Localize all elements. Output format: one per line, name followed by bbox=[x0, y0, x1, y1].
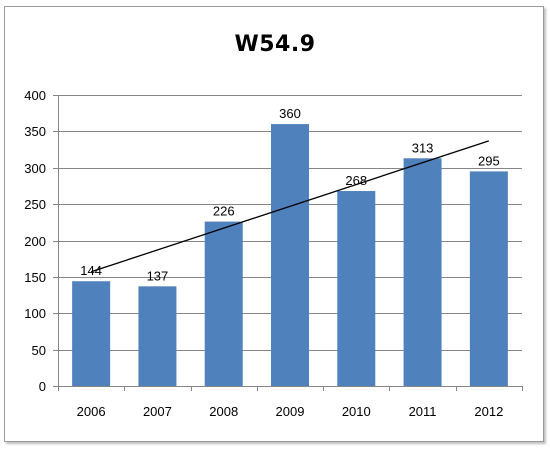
y-axis-ticks: 0 50 100 150 200 250 300 350 400 bbox=[24, 88, 46, 394]
x-axis-ticks: 2006 2007 2008 2009 2010 2011 2012 bbox=[77, 404, 504, 419]
axes bbox=[53, 95, 523, 391]
data-label-2006: 144 bbox=[80, 263, 102, 278]
data-label-2011: 313 bbox=[412, 140, 434, 155]
y-tick-label: 400 bbox=[24, 88, 46, 103]
x-tick-label: 2012 bbox=[474, 404, 503, 419]
y-tick-label: 300 bbox=[24, 161, 46, 176]
trendline-line bbox=[90, 140, 490, 273]
data-label-2012: 295 bbox=[478, 153, 500, 168]
bar-2008 bbox=[204, 221, 243, 386]
x-tick-label: 2009 bbox=[276, 404, 305, 419]
bar-2012 bbox=[469, 171, 508, 386]
bar-2009 bbox=[271, 124, 309, 386]
y-tick-label: 250 bbox=[24, 197, 46, 212]
trendline bbox=[90, 140, 490, 273]
bars bbox=[72, 124, 508, 386]
y-tick-label: 350 bbox=[24, 124, 46, 139]
data-label-2008: 226 bbox=[213, 204, 235, 219]
y-tick-label: 200 bbox=[24, 234, 46, 249]
bar-2006 bbox=[72, 281, 111, 386]
data-label-2009: 360 bbox=[279, 106, 301, 121]
x-tick-label: 2008 bbox=[209, 404, 238, 419]
y-tick-label: 150 bbox=[24, 270, 46, 285]
x-tick-label: 2006 bbox=[77, 404, 106, 419]
chart-title: W54.9 bbox=[234, 32, 316, 57]
y-tick-label: 100 bbox=[24, 306, 46, 321]
data-label-2007: 137 bbox=[147, 268, 169, 283]
bar-2011 bbox=[403, 158, 442, 386]
x-tick-label: 2011 bbox=[409, 404, 437, 419]
bar-2010 bbox=[337, 191, 376, 386]
y-tick-label: 0 bbox=[39, 379, 46, 394]
data-labels: 144 137 226 360 268 313 295 bbox=[80, 106, 499, 283]
x-tick-label: 2007 bbox=[143, 404, 172, 419]
x-tick-label: 2010 bbox=[342, 404, 371, 419]
data-label-2010: 268 bbox=[345, 173, 367, 188]
y-tick-label: 50 bbox=[32, 343, 46, 358]
bar-2007 bbox=[138, 286, 177, 386]
